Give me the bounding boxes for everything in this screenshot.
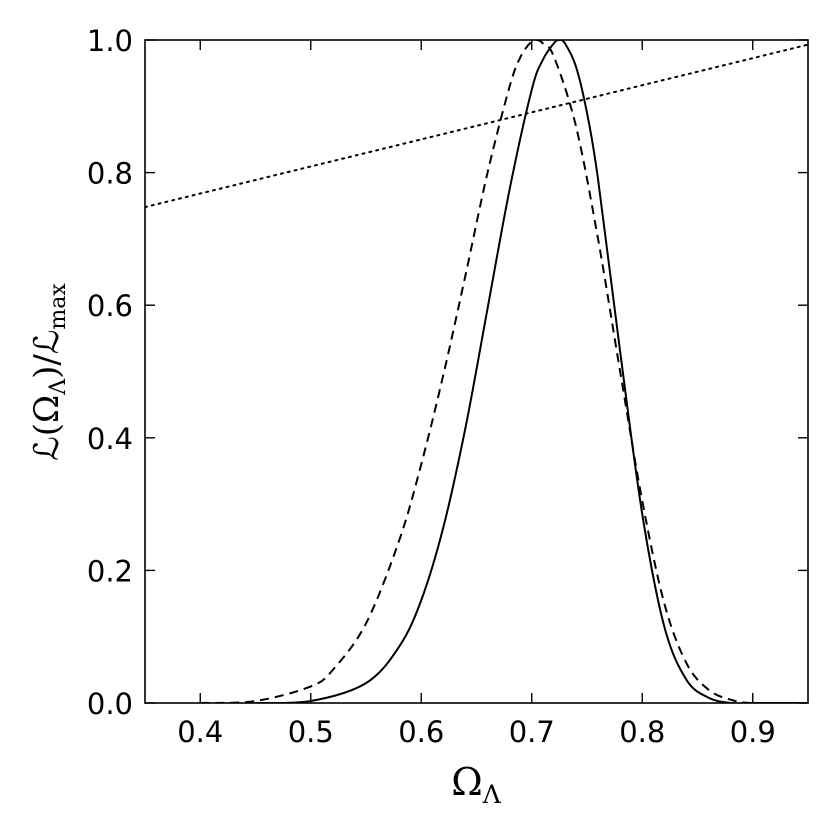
x-tick-label: 0.7 bbox=[509, 715, 555, 749]
y-tick-label: 0.8 bbox=[87, 157, 133, 191]
y-axis-label-part1: ℒ(Ω bbox=[27, 395, 67, 461]
x-axis-label-main: Ω bbox=[451, 760, 483, 804]
x-tick-label: 0.5 bbox=[288, 715, 334, 749]
tick-layer: 0.4 0.5 0.6 0.7 0.8 0.9 0.0 0.2 0.4 0.6 0.8 1.0 bbox=[87, 24, 808, 749]
y-axis-label-subscript1: Λ bbox=[46, 378, 71, 396]
y-axis-label: ℒ(ΩΛ)/ℒmax bbox=[27, 283, 71, 461]
y-axis-label-part2: )/ℒ bbox=[27, 330, 67, 379]
x-tick-label: 0.9 bbox=[730, 715, 776, 749]
series-dashed-line bbox=[200, 40, 808, 703]
x-tick-label: 0.6 bbox=[398, 715, 444, 749]
series-solid-line bbox=[255, 40, 808, 703]
y-tick-label: 0.0 bbox=[87, 687, 133, 721]
y-tick-label: 0.4 bbox=[87, 422, 133, 456]
x-axis-label-subscript: Λ bbox=[482, 780, 502, 809]
plot-frame bbox=[144, 39, 809, 704]
series-dotted-line bbox=[145, 43, 808, 209]
y-tick-label: 0.2 bbox=[87, 554, 133, 588]
series-layer bbox=[145, 40, 808, 703]
y-axis-label-subscript2: max bbox=[46, 283, 71, 330]
x-tick-label: 0.4 bbox=[177, 715, 223, 749]
y-tick-label: 1.0 bbox=[87, 24, 133, 58]
y-tick-label: 0.6 bbox=[87, 289, 133, 323]
x-tick-label: 0.8 bbox=[619, 715, 665, 749]
x-axis-label: ΩΛ bbox=[451, 760, 502, 809]
